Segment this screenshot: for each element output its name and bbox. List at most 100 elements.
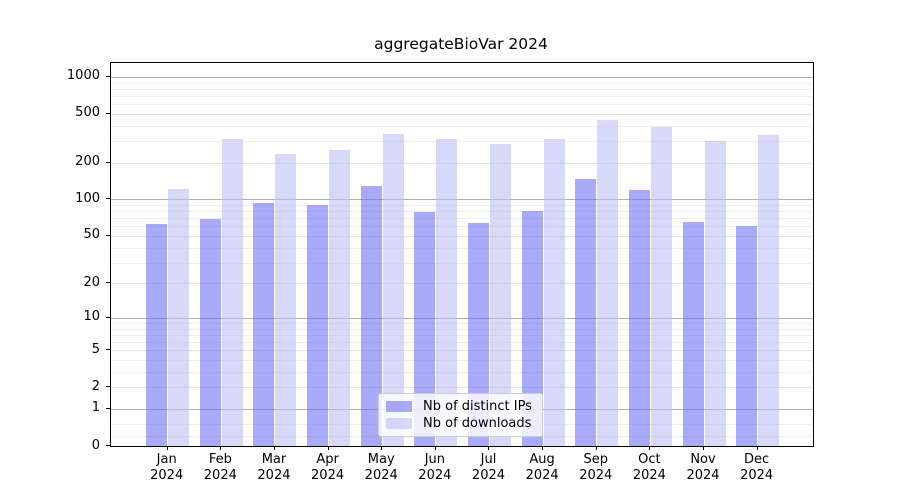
x-tick-Jan <box>166 446 168 450</box>
gridline-minor <box>111 328 813 330</box>
bar-distinct-ips-Aug <box>521 210 543 446</box>
legend-label-downloads: Nb of downloads <box>423 416 532 431</box>
bar-distinct-ips-Jun <box>414 211 436 446</box>
gridlines-layer <box>111 63 813 446</box>
y-tick-label-2: 2 <box>91 378 100 394</box>
y-tick-label-1: 1 <box>91 400 100 416</box>
gridline-100 <box>111 199 813 201</box>
x-label-month-Nov: Nov <box>690 452 716 467</box>
gridline-minor <box>111 88 813 90</box>
y-tick-label-0: 0 <box>91 437 100 453</box>
bar-distinct-ips-Apr <box>307 205 329 446</box>
x-label-month-Mar: Mar <box>261 452 287 467</box>
bar-distinct-ips-May <box>360 186 382 446</box>
gridline-minor <box>111 262 813 264</box>
gridline-50 <box>111 235 813 237</box>
gridline-minor <box>111 141 813 143</box>
x-tick-Aug <box>542 446 544 450</box>
y-tick-label-500: 500 <box>75 105 100 121</box>
bar-distinct-ips-Jan <box>146 223 168 446</box>
gridline-1000 <box>111 76 813 78</box>
bar-downloads-May <box>382 134 404 446</box>
gridline-500 <box>111 113 813 115</box>
x-tick-label-May: May 2024 <box>349 452 413 484</box>
x-label-year-Jul: 2024 <box>471 468 506 483</box>
gridline-2 <box>111 387 813 389</box>
bar-downloads-Aug <box>543 138 565 446</box>
gridline-20 <box>111 283 813 285</box>
x-label-month-Jan: Jan <box>156 452 177 467</box>
y-tick-200 <box>106 162 110 163</box>
x-tick-Feb <box>220 446 222 450</box>
y-tick-100 <box>106 198 110 199</box>
x-tick-Apr <box>327 446 329 450</box>
y-tick-50 <box>106 235 110 236</box>
y-tick-20 <box>106 282 110 283</box>
x-label-year-Feb: 2024 <box>203 468 237 483</box>
bar-downloads-Nov <box>704 141 726 446</box>
x-label-year-Nov: 2024 <box>686 468 720 483</box>
bar-downloads-Jul <box>489 143 511 446</box>
bar-downloads-Dec <box>758 135 780 446</box>
bar-distinct-ips-Mar <box>253 203 275 446</box>
x-tick-label-Aug: Aug 2024 <box>510 452 574 484</box>
x-tick-label-Dec: Dec 2024 <box>725 452 789 484</box>
x-label-month-Oct: Oct <box>638 452 661 467</box>
x-tick-Mar <box>273 446 275 450</box>
x-tick-May <box>381 446 383 450</box>
y-tick-1000 <box>106 76 110 77</box>
plot-area: Nb of distinct IPs Nb of downloads <box>110 62 814 447</box>
x-label-month-Jun: Jun <box>424 452 445 467</box>
gridline-minor <box>111 218 813 220</box>
x-tick-label-Nov: Nov 2024 <box>671 452 735 484</box>
x-tick-label-Jun: Jun 2024 <box>403 452 467 484</box>
gridline-minor <box>111 205 813 207</box>
gridline-minor <box>111 82 813 84</box>
y-tick-1 <box>106 408 110 409</box>
legend: Nb of distinct IPs Nb of downloads <box>378 393 543 437</box>
x-tick-Jul <box>488 446 490 450</box>
y-tick-0 <box>106 445 110 446</box>
bar-downloads-Oct <box>650 127 672 446</box>
y-tick-label-10: 10 <box>83 309 100 325</box>
legend-entry-distinct-ips: Nb of distinct IPs <box>386 398 542 415</box>
gridline-10 <box>111 317 813 319</box>
x-tick-label-Jul: Jul 2024 <box>456 452 520 484</box>
x-tick-Dec <box>756 446 758 450</box>
y-tick-label-200: 200 <box>75 154 100 170</box>
gridline-minor <box>111 371 813 373</box>
bar-distinct-ips-Jul <box>467 223 489 446</box>
bar-distinct-ips-Sep <box>575 179 597 446</box>
x-tick-Oct <box>649 446 651 450</box>
bar-downloads-Apr <box>329 149 351 446</box>
gridline-minor <box>111 360 813 362</box>
gridline-5 <box>111 350 813 352</box>
bar-distinct-ips-Dec <box>736 226 758 446</box>
x-label-month-Jul: Jul <box>480 452 497 467</box>
x-label-month-Dec: Dec <box>744 452 770 467</box>
y-tick-10 <box>106 317 110 318</box>
gridline-minor <box>111 104 813 106</box>
x-label-year-Oct: 2024 <box>632 468 666 483</box>
x-label-year-May: 2024 <box>364 468 398 483</box>
y-tick-5 <box>106 349 110 350</box>
y-tick-label-1000: 1000 <box>66 68 100 84</box>
legend-entry-downloads: Nb of downloads <box>386 415 542 432</box>
x-label-year-Sep: 2024 <box>579 468 613 483</box>
chart-title: aggregateBioVar 2024 <box>374 35 548 53</box>
legend-label-distinct-ips: Nb of distinct IPs <box>423 399 532 414</box>
x-label-month-Feb: Feb <box>208 452 232 467</box>
y-tick-label-5: 5 <box>91 341 100 357</box>
x-tick-label-Mar: Mar 2024 <box>242 452 306 484</box>
gridline-minor <box>111 211 813 213</box>
bar-downloads-Feb <box>221 138 243 446</box>
x-label-month-Aug: Aug <box>529 452 555 467</box>
x-label-month-Sep: Sep <box>583 452 608 467</box>
x-tick-label-Sep: Sep 2024 <box>564 452 628 484</box>
gridline-minor <box>111 247 813 249</box>
y-tick-label-100: 100 <box>75 190 100 206</box>
y-tick-2 <box>106 386 110 387</box>
bar-distinct-ips-Nov <box>682 222 704 446</box>
x-label-month-May: May <box>367 452 395 467</box>
